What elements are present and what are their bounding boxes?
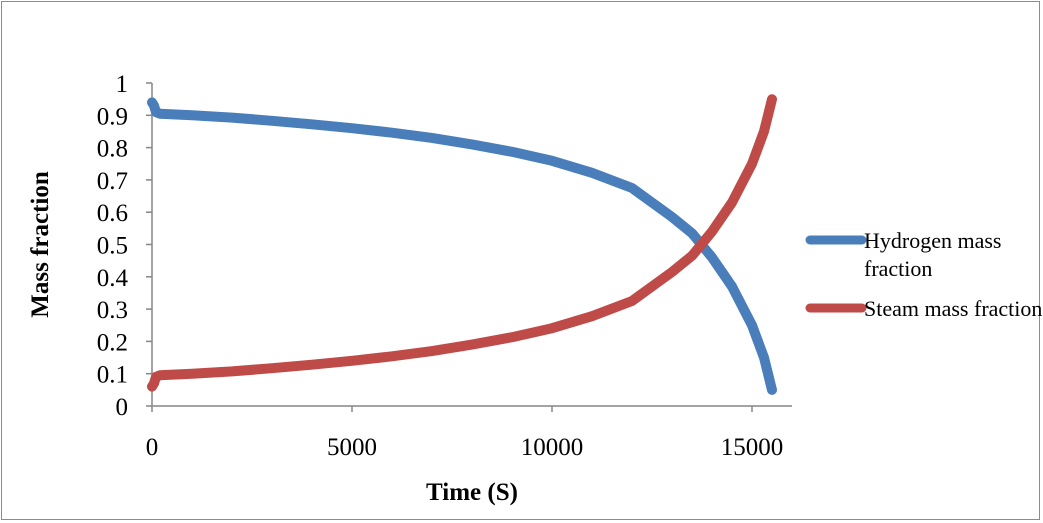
x-tick-label: 10000 — [521, 434, 584, 461]
y-tick-label: 0.3 — [97, 297, 128, 324]
y-tick-label: 0.2 — [97, 329, 128, 356]
y-tick-label: 0.8 — [97, 136, 128, 163]
y-tick-label: 0 — [116, 394, 129, 421]
series-layer — [147, 94, 777, 395]
legend-label-steam: Steam mass fraction — [864, 296, 1042, 321]
x-ticks: 0 5000 10000 15000 — [146, 406, 784, 461]
y-tick-label: 0.5 — [97, 233, 128, 260]
series-line-steam — [147, 94, 777, 392]
series-line-hydrogen — [147, 97, 777, 395]
x-tick-label: 15000 — [721, 434, 784, 461]
y-tick-label: 0.6 — [97, 200, 128, 227]
y-axis-title: Mass fraction — [27, 171, 54, 318]
x-tick-label: 5000 — [327, 434, 377, 461]
y-tick-label: 0.1 — [97, 362, 128, 389]
x-axis-title: Time (S) — [426, 479, 518, 506]
y-tick-label: 0.4 — [97, 265, 129, 292]
legend: Hydrogen mass fraction Steam mass fracti… — [805, 228, 1042, 321]
y-tick-label: 0.9 — [97, 103, 128, 130]
y-tick-label: 1 — [116, 71, 129, 98]
y-ticks: 0 0.1 0.2 0.3 0.4 0.5 0.6 0.7 0.8 0.9 1 — [97, 71, 152, 421]
legend-label-hydrogen-line2: fraction — [864, 256, 932, 281]
y-tick-label: 0.7 — [97, 168, 128, 195]
x-tick-label: 0 — [146, 434, 159, 461]
legend-label-hydrogen-line1: Hydrogen mass — [864, 228, 1001, 253]
